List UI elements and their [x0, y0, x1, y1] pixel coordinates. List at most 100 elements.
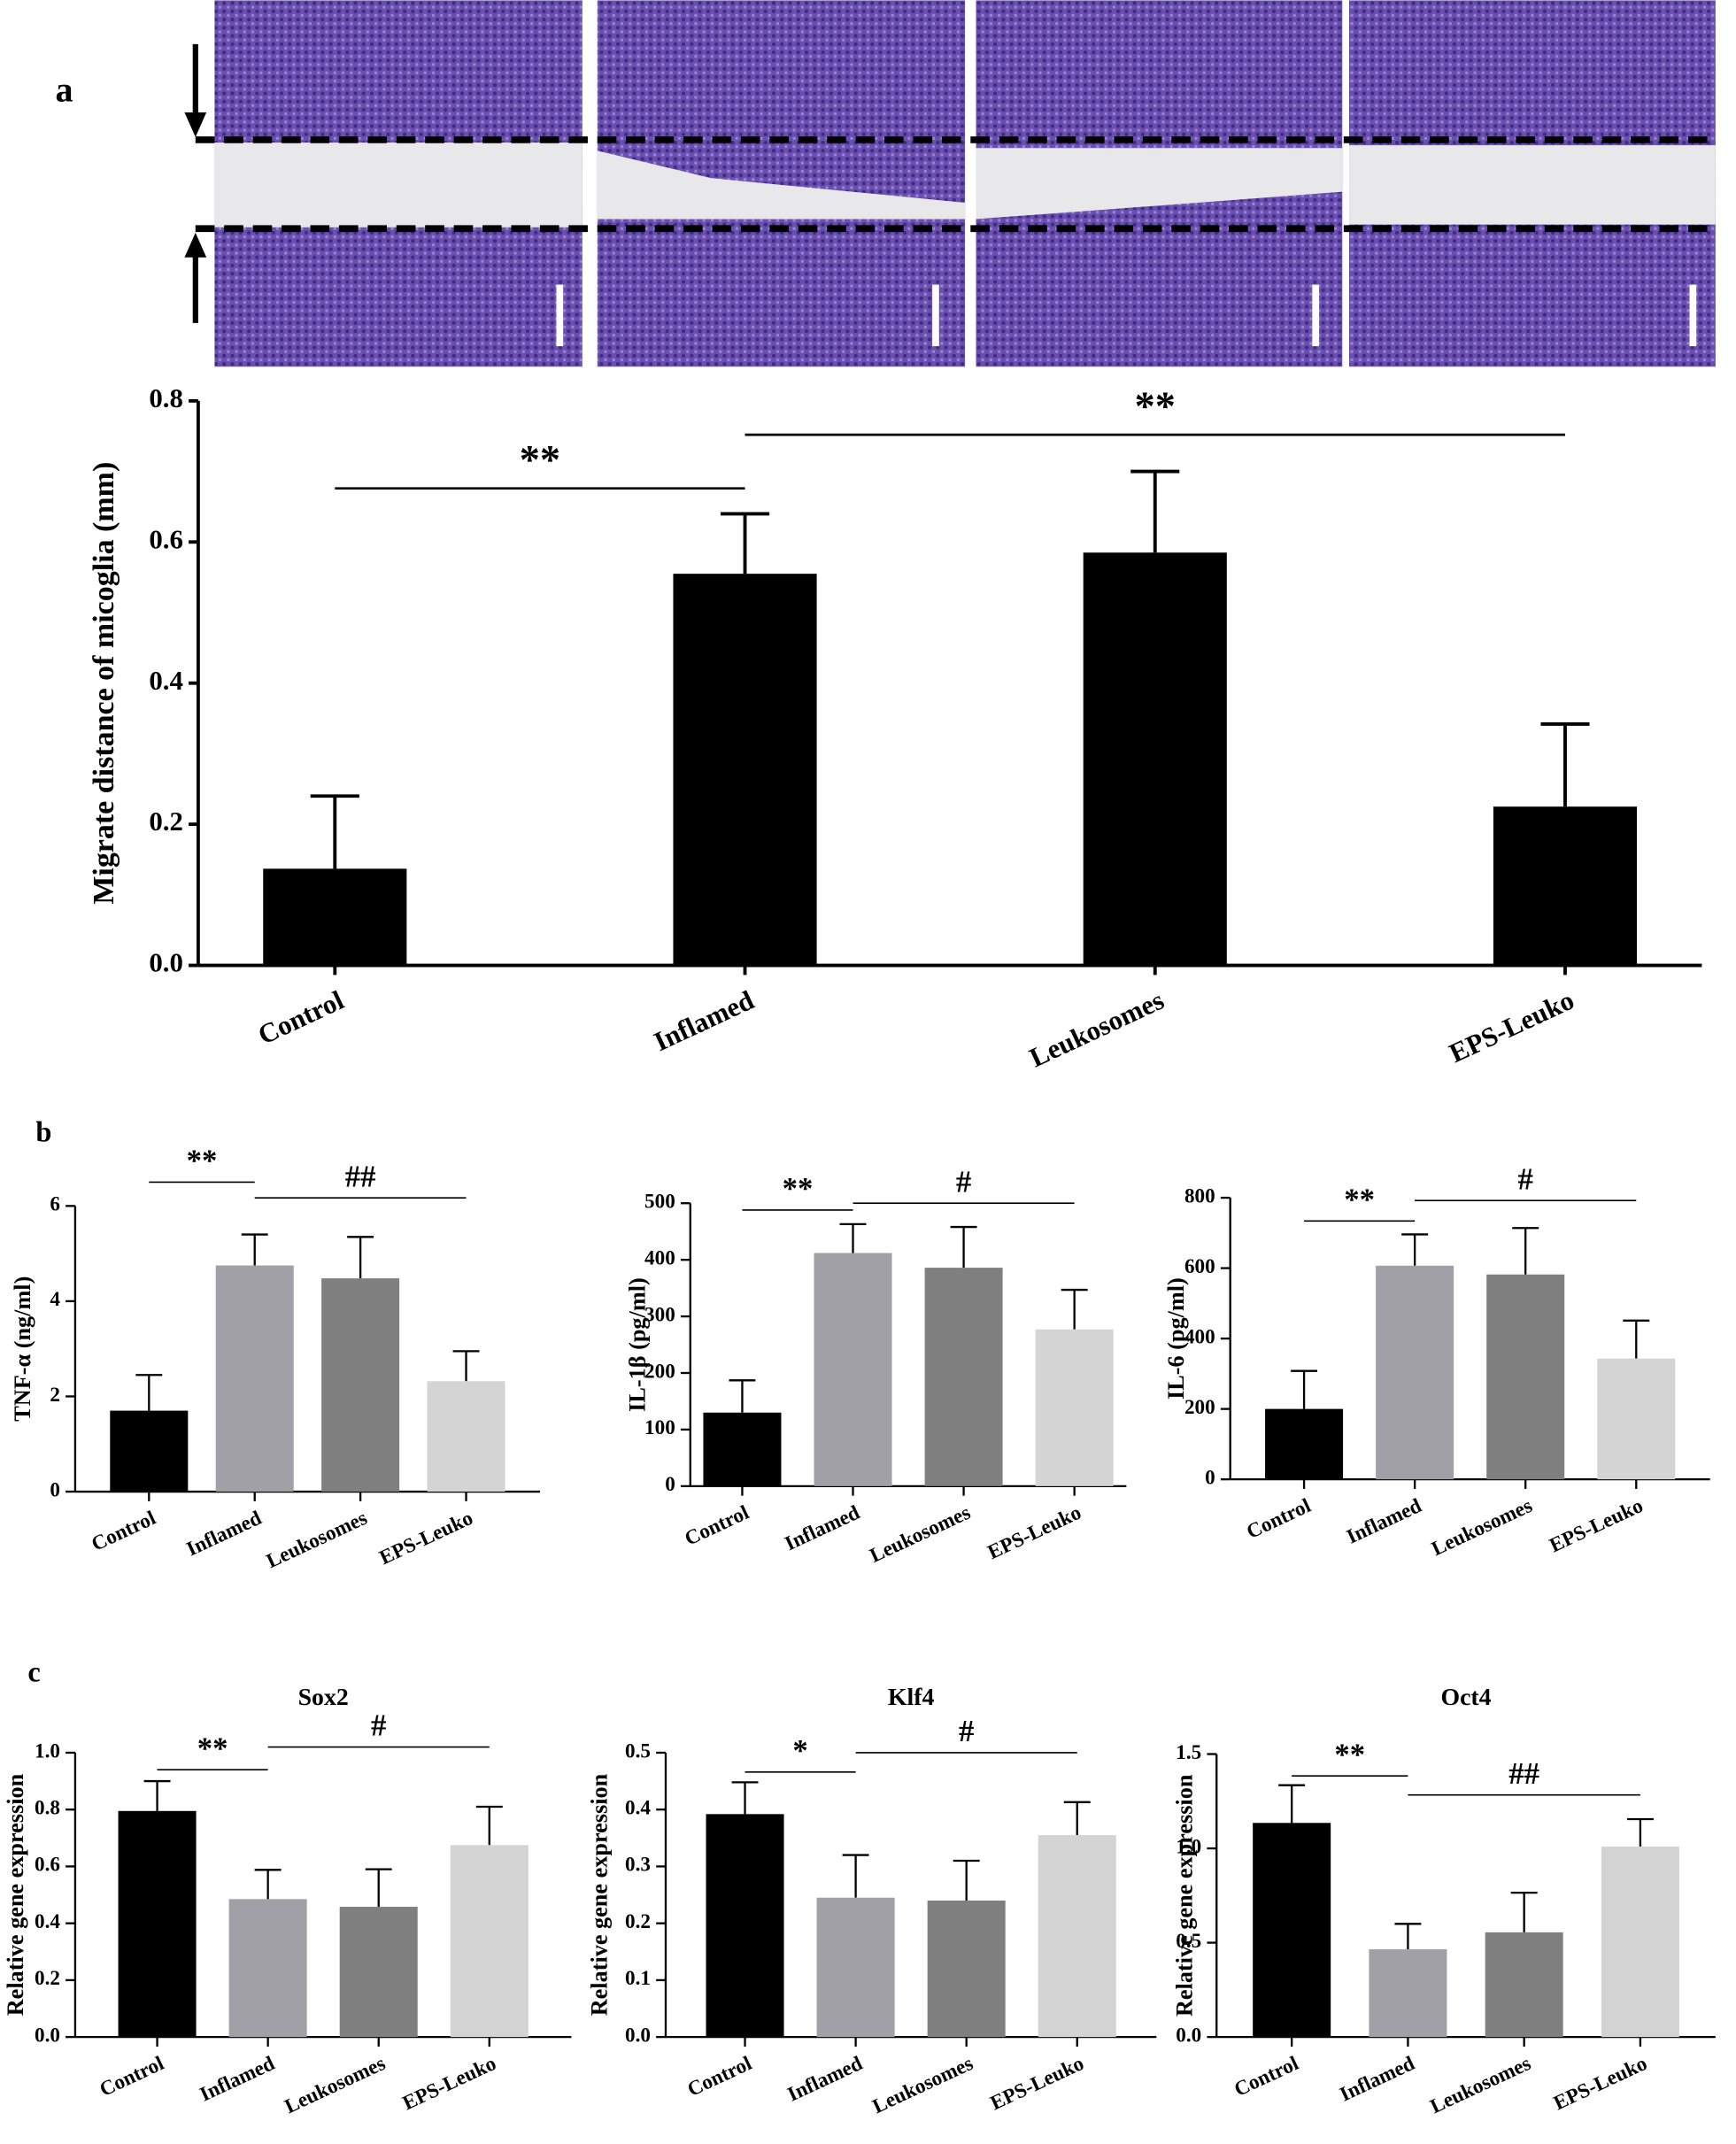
bar [1369, 1949, 1447, 2038]
bar [263, 868, 407, 966]
x-tick-label: Inflamed [1337, 2052, 1419, 2107]
y-tick-label: 0.1 [625, 1967, 651, 1990]
bar [1597, 1358, 1676, 1480]
y-tick-label: 0.2 [35, 1967, 60, 1990]
y-tick-label: 1.0 [35, 1739, 60, 1762]
bar [228, 1899, 307, 2038]
x-tick-label: Control [682, 1500, 753, 1550]
bar [673, 574, 817, 966]
x-tick-label: EPS-Leuko [399, 2052, 500, 2115]
y-tick-label: 0.8 [35, 1797, 60, 1820]
y-tick-label: 0.4 [35, 1910, 60, 1933]
y-tick-label: 0.2 [625, 1910, 651, 1933]
bar [321, 1278, 400, 1492]
x-tick-label: Leukosomes [1428, 1494, 1536, 1561]
y-tick-label: 0.5 [1176, 1930, 1201, 1953]
x-tick-label: Inflamed [197, 2052, 279, 2107]
bar [706, 1814, 784, 2038]
y-tick-label: 0.0 [35, 2024, 60, 2047]
y-tick-label: 0.3 [625, 1854, 651, 1877]
y-tick-label: 500 [644, 1191, 675, 1214]
y-tick-label: 0.6 [149, 523, 183, 554]
chart-title: Klf4 [888, 1684, 935, 1711]
y-tick-label: 0.0 [625, 2024, 651, 2047]
chart-title: Sox2 [298, 1684, 349, 1711]
micrographs [184, 0, 1716, 367]
x-tick-label: EPS-Leuko [376, 1507, 477, 1569]
panel-label: c [27, 1656, 40, 1688]
y-tick-label: 0 [50, 1478, 60, 1501]
y-tick-label: 200 [1184, 1396, 1215, 1419]
x-tick-label: Leukosomes [869, 2052, 977, 2118]
significance-label: # [1518, 1161, 1533, 1196]
x-tick-label: EPS-Leuko [1550, 2052, 1651, 2115]
x-tick-label: Leukosomes [1427, 2052, 1535, 2118]
chart-title: Oct4 [1440, 1684, 1491, 1711]
x-tick-label: Control [684, 2052, 756, 2102]
y-tick-label: 300 [644, 1303, 675, 1326]
significance-label: * [792, 1733, 807, 1768]
bar [1083, 552, 1227, 966]
significance-label: # [371, 1708, 386, 1743]
y-axis-label: Relative gene expression [1171, 1774, 1197, 2017]
significance-label: ** [520, 438, 560, 483]
x-tick-label: Control [1243, 1494, 1315, 1544]
x-tick-label: EPS-Leuko [1445, 984, 1579, 1069]
bar [1265, 1408, 1344, 1480]
x-tick-label: EPS-Leuko [1546, 1494, 1647, 1557]
bar [1601, 1846, 1679, 2038]
x-tick-label: Control [96, 2052, 168, 2102]
y-tick-label: 0.2 [149, 806, 183, 837]
y-tick-label: 0.5 [625, 1739, 651, 1762]
y-tick-label: 1.5 [1176, 1741, 1201, 1764]
y-tick-label: 4 [50, 1288, 60, 1311]
bar [927, 1900, 1006, 2038]
x-tick-label: Leukosomes [867, 1501, 975, 1568]
bar [427, 1381, 505, 1492]
bar [1035, 1329, 1114, 1486]
x-tick-label: EPS-Leuko [984, 1501, 1085, 1564]
y-axis-label: IL-1β (pg/ml) [625, 1277, 651, 1412]
x-tick-label: Inflamed [183, 1507, 266, 1562]
bar [703, 1412, 782, 1486]
y-tick-label: 0 [1205, 1466, 1215, 1489]
x-tick-label: Control [253, 984, 349, 1051]
significance-label: ** [197, 1731, 228, 1765]
y-tick-label: 0.8 [149, 382, 183, 413]
panel-label: b [35, 1116, 51, 1148]
x-tick-label: Inflamed [1343, 1494, 1425, 1549]
y-axis-label: Relative gene expression [3, 1773, 28, 2016]
x-tick-label: Control [1231, 2052, 1302, 2102]
y-tick-label: 100 [644, 1416, 675, 1439]
bar [110, 1410, 189, 1492]
x-tick-label: Leukosomes [263, 1507, 371, 1573]
significance-label: ## [1508, 1756, 1539, 1791]
bar [814, 1253, 892, 1486]
bar [1038, 1835, 1116, 2038]
bar [450, 1845, 529, 2038]
panel-label: a [56, 70, 73, 110]
x-tick-label: Inflamed [784, 2052, 867, 2107]
bar [816, 1897, 895, 2038]
significance-label: ** [1344, 1182, 1375, 1216]
bar [1493, 806, 1638, 966]
y-tick-label: 0.0 [149, 947, 183, 978]
significance-label: ** [1135, 384, 1176, 429]
y-tick-label: 6 [50, 1193, 60, 1216]
x-tick-label: Leukosomes [1024, 984, 1168, 1074]
y-axis-label: Migrate distance of micoglia (mm) [88, 462, 120, 905]
x-tick-label: EPS-Leuko [987, 2052, 1088, 2115]
x-tick-label: Control [88, 1507, 159, 1556]
y-tick-label: 400 [1184, 1325, 1215, 1348]
y-tick-label: 200 [644, 1360, 675, 1383]
significance-label: # [956, 1164, 971, 1199]
y-tick-label: 0.4 [149, 665, 183, 696]
significance-label: ** [1334, 1737, 1365, 1771]
bar [215, 1265, 294, 1492]
y-tick-label: 0.0 [1176, 2024, 1201, 2047]
significance-label: ** [187, 1144, 218, 1178]
bar [1486, 1274, 1565, 1480]
y-tick-label: 0.4 [625, 1797, 651, 1820]
bar [1376, 1265, 1454, 1480]
